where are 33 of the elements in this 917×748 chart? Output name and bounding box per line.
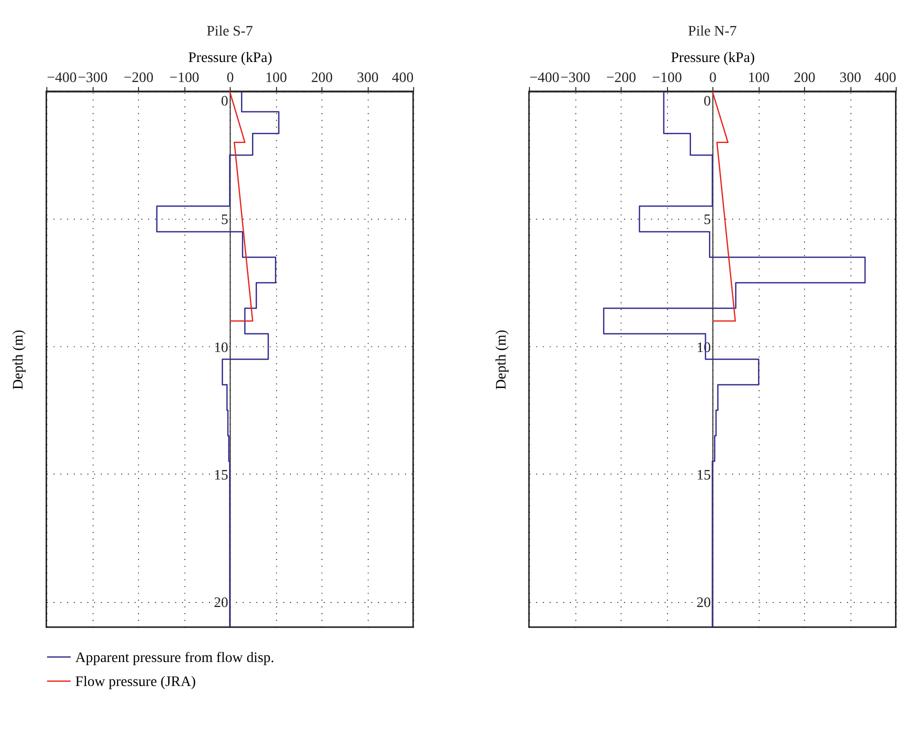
y-tick-label: 20: [696, 594, 711, 611]
x-axis-title: Pressure (kPa): [188, 50, 272, 66]
y-tick-label: 10: [214, 340, 228, 356]
chart-title: Pile N-7: [688, 23, 737, 40]
x-tick-label: 100: [748, 70, 770, 86]
x-tick-label: 400: [392, 70, 414, 86]
x-tick-label: −100: [652, 70, 682, 86]
x-tick-label: −300: [78, 70, 108, 86]
x-tick-label: 400: [874, 70, 896, 86]
x-tick-label: −300: [560, 70, 590, 86]
x-tick-label: −400: [529, 70, 560, 86]
y-tick-label: 5: [704, 212, 711, 228]
y-tick-label: 0: [704, 93, 711, 110]
x-tick-label: 200: [794, 70, 816, 86]
legend-label: Apparent pressure from flow disp.: [75, 650, 274, 666]
legend-label: Flow pressure (JRA): [75, 674, 196, 690]
x-tick-label: 300: [356, 70, 379, 86]
x-axis-title: Pressure (kPa): [670, 50, 756, 66]
y-axis-title: Depth (m): [493, 330, 510, 390]
chart-title: Pile S-7: [206, 23, 253, 40]
y-tick-label: 20: [214, 594, 228, 611]
y-tick-label: 15: [696, 467, 711, 484]
x-tick-label: −200: [124, 70, 154, 86]
y-axis-title: Depth (m): [10, 330, 27, 390]
x-tick-label: 100: [265, 70, 287, 86]
y-tick-label: 15: [214, 467, 228, 484]
x-tick-label: −400: [46, 70, 77, 86]
x-tick-label: −100: [169, 70, 200, 86]
y-tick-label: 0: [221, 93, 228, 110]
y-tick-label: 5: [221, 212, 228, 228]
x-tick-label: −200: [606, 70, 636, 86]
x-tick-label: 300: [840, 70, 862, 86]
x-tick-label: 200: [311, 70, 333, 86]
